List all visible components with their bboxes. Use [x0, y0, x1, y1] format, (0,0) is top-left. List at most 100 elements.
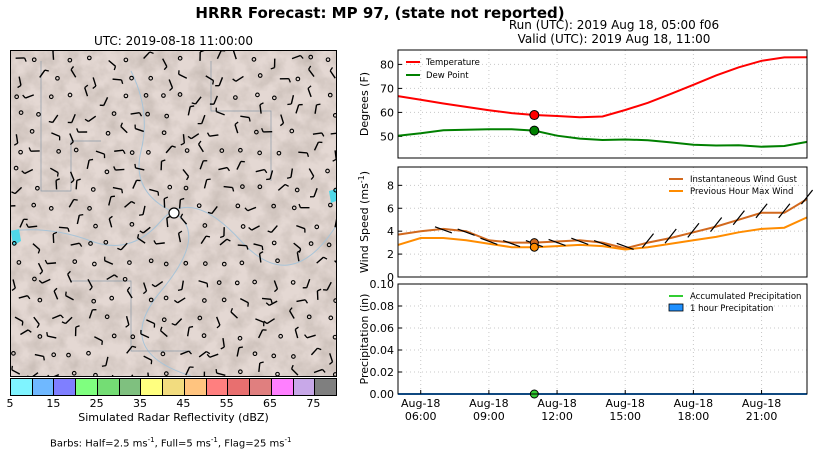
wind-barb — [52, 314, 61, 320]
calm-wind-marker — [233, 95, 238, 100]
wind-barb-flag — [232, 78, 237, 82]
wind-barb-flag — [199, 51, 205, 53]
calm-wind-marker — [71, 370, 77, 376]
wind-barb-flag — [298, 203, 302, 208]
wind-barb — [49, 167, 59, 174]
x-tick-label: Aug-18 — [537, 397, 576, 410]
boundary-line — [71, 280, 191, 352]
wind-barb-flag — [11, 287, 16, 291]
calm-wind-marker — [148, 258, 154, 264]
wind-barb — [125, 316, 130, 326]
wind-barb-flag — [265, 302, 270, 306]
wind-barb — [457, 228, 475, 236]
calm-wind-marker — [109, 295, 115, 301]
calm-wind-marker — [326, 242, 332, 248]
y-tick-label: 0.06 — [370, 322, 395, 335]
wind-barb — [33, 316, 40, 325]
wind-barb-flag — [259, 251, 264, 255]
wind-barb — [24, 168, 34, 175]
wind-barb-flag — [173, 299, 178, 304]
wind-barb-flag — [75, 325, 80, 328]
calm-wind-marker — [129, 75, 134, 81]
calm-wind-marker — [237, 335, 243, 341]
wind-barb-flag — [21, 321, 24, 326]
wind-barb-flag — [188, 350, 192, 355]
wind-barb-flag — [304, 299, 309, 304]
colorbar-tick-label: 35 — [133, 397, 147, 410]
colorbar-tick-label: 55 — [219, 397, 234, 410]
wind-barb — [11, 369, 21, 375]
wind-barb — [75, 180, 78, 190]
calm-wind-marker — [86, 350, 91, 356]
wind-barb-flag — [101, 364, 106, 367]
calm-wind-marker — [163, 371, 169, 376]
wind-barb — [236, 161, 242, 170]
calm-wind-marker — [163, 261, 169, 267]
wind-barb — [143, 51, 151, 59]
wind-barb — [166, 218, 169, 228]
wind-barb-flag — [332, 158, 336, 162]
calm-wind-marker — [328, 202, 333, 208]
wind-barb — [270, 225, 278, 233]
wind-barb — [215, 316, 221, 326]
calm-wind-marker — [278, 333, 284, 339]
wind-barb — [308, 168, 315, 177]
wind-barb — [306, 278, 311, 288]
wind-barb-flag — [187, 135, 192, 140]
y-tick-label: 0 — [387, 271, 394, 284]
calm-wind-marker — [31, 202, 37, 208]
wind-barb-flag — [161, 159, 166, 162]
wind-barb — [269, 170, 274, 180]
wind-barb-flag — [191, 102, 196, 105]
wind-barb — [165, 145, 173, 154]
wind-barb — [313, 141, 320, 151]
wind-barb — [53, 374, 60, 376]
wind-barb — [209, 353, 219, 358]
wind-barb-flag — [231, 187, 235, 192]
wind-barb-flag — [296, 249, 302, 253]
calm-wind-marker — [72, 259, 78, 264]
wind-barb — [230, 311, 238, 319]
x-tick-label: 06:00 — [405, 410, 437, 423]
colorbar-tick-label: 45 — [176, 397, 191, 410]
y-tick-label: 0.00 — [370, 388, 395, 401]
wind-barb — [88, 309, 94, 319]
wind-barb-flag — [70, 66, 75, 70]
y-tick-label: 4 — [387, 225, 394, 238]
wind-barb — [18, 295, 28, 299]
calm-wind-marker — [235, 203, 241, 209]
calm-wind-marker — [13, 165, 19, 171]
wind-barb — [209, 134, 219, 137]
wind-barb — [219, 238, 228, 246]
colorbar-swatch — [162, 379, 184, 395]
wind-barb — [132, 180, 138, 189]
wind-barb — [664, 228, 677, 244]
wind-barb — [197, 143, 204, 153]
wind-barb — [289, 310, 295, 319]
calm-wind-marker — [88, 241, 93, 246]
calm-wind-marker — [239, 260, 245, 266]
wind-barb — [46, 262, 57, 265]
max-wind-marker — [529, 242, 539, 252]
wind-barb-flag — [270, 299, 273, 304]
calm-wind-marker — [11, 351, 16, 356]
wind-barb-flag — [163, 196, 169, 200]
wind-barb — [15, 134, 19, 144]
wind-barb-flag — [65, 291, 67, 296]
calm-wind-marker — [314, 224, 320, 230]
colorbar-tick-label: 25 — [89, 397, 104, 410]
wind-barb — [162, 58, 168, 68]
wind-barb-flag — [121, 189, 124, 194]
wind-barb — [108, 196, 112, 206]
calm-wind-marker — [202, 223, 208, 228]
wind-barb-flag — [39, 270, 44, 275]
wind-barb — [143, 355, 152, 361]
wind-barb — [135, 127, 145, 133]
wind-barb — [213, 95, 219, 105]
wind-barb — [95, 150, 105, 155]
calm-wind-marker — [29, 128, 35, 134]
calm-wind-marker — [294, 187, 300, 193]
wind-barb-flag — [299, 55, 304, 59]
wind-barb-flag — [230, 307, 234, 313]
